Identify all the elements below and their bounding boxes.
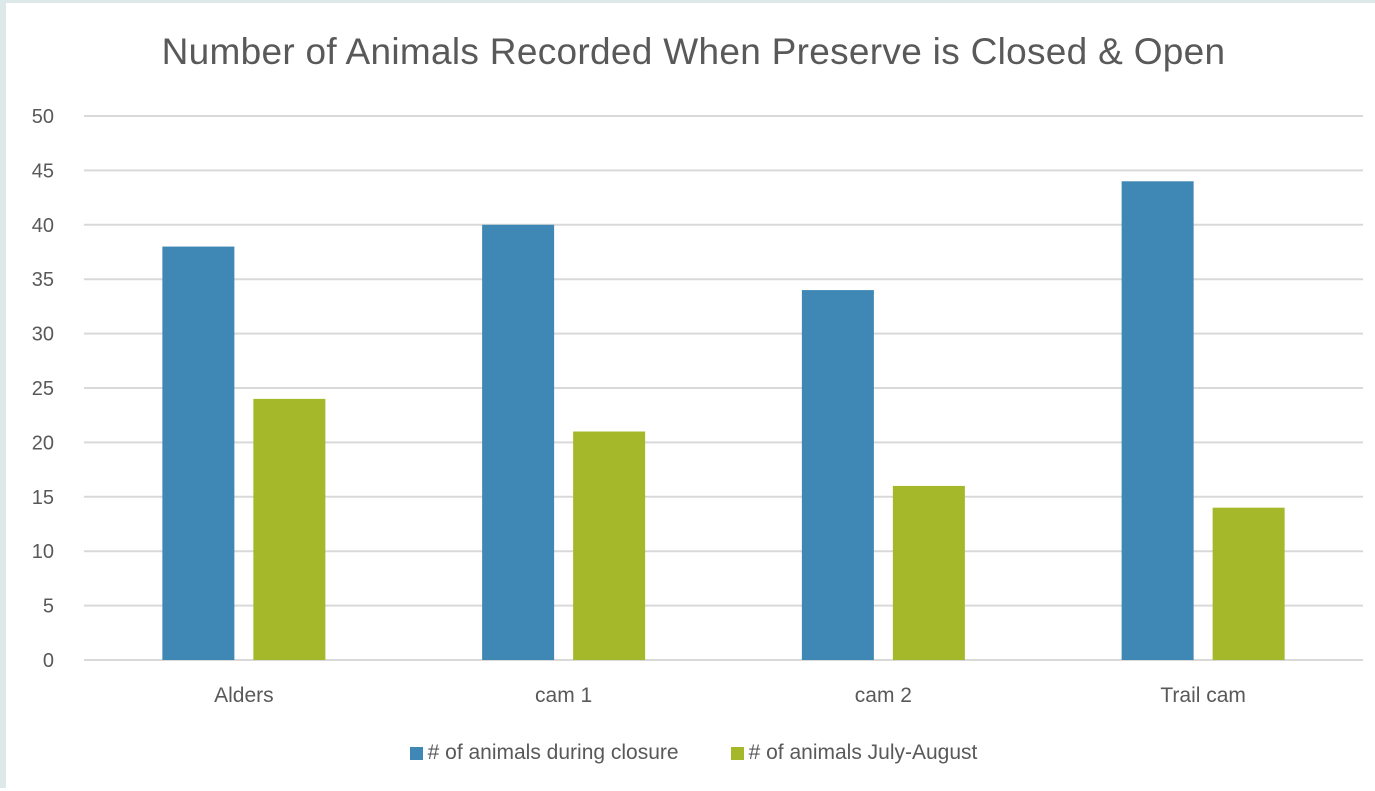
x-tick-label: Alders	[214, 684, 274, 707]
bar-cam-2-series-2	[892, 485, 965, 660]
x-tick-label: Trail cam	[1160, 684, 1246, 707]
legend-item-july-august: # of animals July-August	[730, 741, 978, 765]
bar-trail-cam-series-2	[1212, 507, 1285, 660]
y-tick-label: 20	[32, 432, 54, 454]
y-tick-label: 35	[32, 269, 54, 291]
chart-title: Number of Animals Recorded When Preserve…	[161, 31, 1226, 72]
x-tick-label: cam 1	[535, 684, 592, 707]
bar-cam-1-series-1	[482, 224, 555, 661]
legend-label-closure: # of animals during closure	[427, 741, 679, 764]
x-tick-label: cam 2	[855, 684, 912, 707]
bar-alders-series-2	[253, 398, 326, 660]
y-tick-label: 25	[32, 378, 54, 400]
legend-item-closure: # of animals during closure	[409, 741, 679, 765]
bar-cam-1-series-2	[573, 431, 646, 660]
y-tick-label: 15	[32, 487, 54, 509]
y-tick-label: 10	[32, 541, 54, 563]
y-tick-label: 0	[43, 650, 54, 672]
y-tick-label: 5	[43, 596, 54, 618]
y-tick-label: 40	[32, 215, 54, 237]
bar-trail-cam-series-1	[1121, 181, 1194, 660]
chart-plot-area: 0 5 10 15 20 25 30 35 40 45 50 Alders cam 1 cam 2 Trai…	[32, 106, 1363, 707]
legend-swatch-closure	[409, 746, 423, 760]
y-tick-label: 45	[32, 160, 54, 182]
legend: # of animals during closure # of animals…	[6, 741, 1375, 765]
bar-alders-series-1	[162, 246, 235, 660]
legend-swatch-july-august	[730, 746, 744, 760]
y-tick-label: 50	[32, 106, 54, 128]
legend-label-july-august: # of animals July-August	[748, 741, 978, 764]
bar-cam-2-series-1	[801, 290, 874, 660]
y-tick-label: 30	[32, 324, 54, 346]
